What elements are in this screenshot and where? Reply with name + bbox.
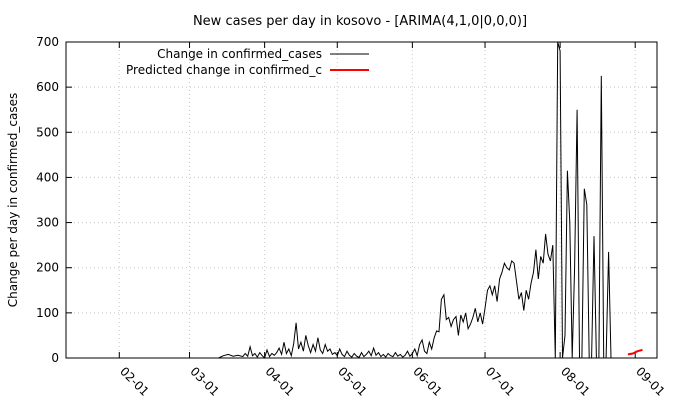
legend: Change in confirmed_cases Predicted chang…: [126, 47, 369, 77]
y-tick-label: 400: [36, 170, 59, 184]
legend-label-1: Change in confirmed_cases: [157, 47, 322, 61]
chart-title: New cases per day in kosovo - [ARIMA(4,1…: [193, 14, 527, 29]
y-axis-label: Change per day in confirmed_cases: [6, 93, 20, 308]
series-line-2: [627, 348, 643, 356]
series-layer: [218, 41, 643, 359]
y-tick-label: 500: [36, 125, 59, 139]
y-tick-label: 600: [36, 80, 59, 94]
y-tick-label: 0: [51, 351, 59, 365]
grid: [66, 42, 657, 358]
y-axis: 0 100 200 300 400 500 600 700: [36, 35, 657, 365]
series-line-1: [218, 41, 612, 359]
y-tick-label: 100: [36, 306, 59, 320]
legend-label-2: Predicted change in confirmed_c: [126, 63, 322, 77]
y-tick-label: 300: [36, 216, 59, 230]
plot-frame: [65, 41, 658, 359]
y-tick-label: 700: [36, 35, 59, 49]
y-tick-label: 200: [36, 261, 59, 275]
